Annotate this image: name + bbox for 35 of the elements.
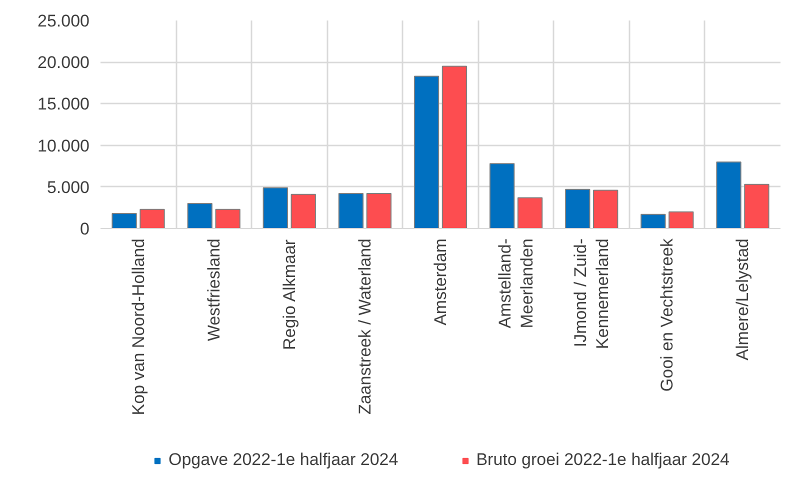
x-tick-label: Kop van Noord-Holland bbox=[128, 238, 148, 416]
bar bbox=[640, 214, 666, 228]
bar bbox=[489, 163, 515, 228]
legend-label: Bruto groei 2022-1e halfjaar 2024 bbox=[476, 450, 730, 470]
x-tick-label: Almere/Lelystad bbox=[733, 238, 752, 360]
bar bbox=[215, 208, 240, 228]
bar bbox=[414, 76, 440, 228]
bar bbox=[716, 161, 742, 228]
y-tick-label: 10.000 bbox=[38, 136, 90, 156]
bar bbox=[517, 197, 543, 228]
bar bbox=[744, 184, 770, 228]
bar bbox=[187, 203, 212, 228]
y-tick-label: 0 bbox=[80, 220, 90, 238]
bar bbox=[668, 211, 694, 228]
x-tick-label: Amstelland- Meerlanden bbox=[496, 238, 536, 328]
y-tick-label: 25.000 bbox=[38, 12, 90, 30]
x-tick-label: IJmond / Zuid- Kennemerland bbox=[571, 238, 612, 350]
bar bbox=[112, 213, 137, 228]
y-tick-label: 20.000 bbox=[38, 53, 90, 72]
y-tick-label: 5.000 bbox=[46, 178, 90, 197]
x-tick-label: Westfriesland bbox=[204, 238, 224, 342]
x-tick-label: Gooi en Vechtstreek bbox=[658, 238, 677, 392]
bar bbox=[593, 190, 618, 228]
bar bbox=[565, 188, 590, 228]
y-tick-label: 15.000 bbox=[38, 94, 90, 114]
bar bbox=[366, 193, 392, 228]
bar bbox=[338, 193, 364, 228]
x-tick-label: Zaanstreek / Waterland bbox=[355, 238, 374, 415]
x-tick-label: Regio Alkmaar bbox=[280, 239, 299, 350]
bar bbox=[140, 208, 165, 228]
bar bbox=[262, 187, 288, 228]
x-tick-label: Amsterdam bbox=[431, 238, 450, 326]
legend-label: Opgave 2022-1e halfjaar 2024 bbox=[168, 450, 398, 470]
bar bbox=[442, 66, 468, 228]
bar bbox=[290, 194, 316, 228]
